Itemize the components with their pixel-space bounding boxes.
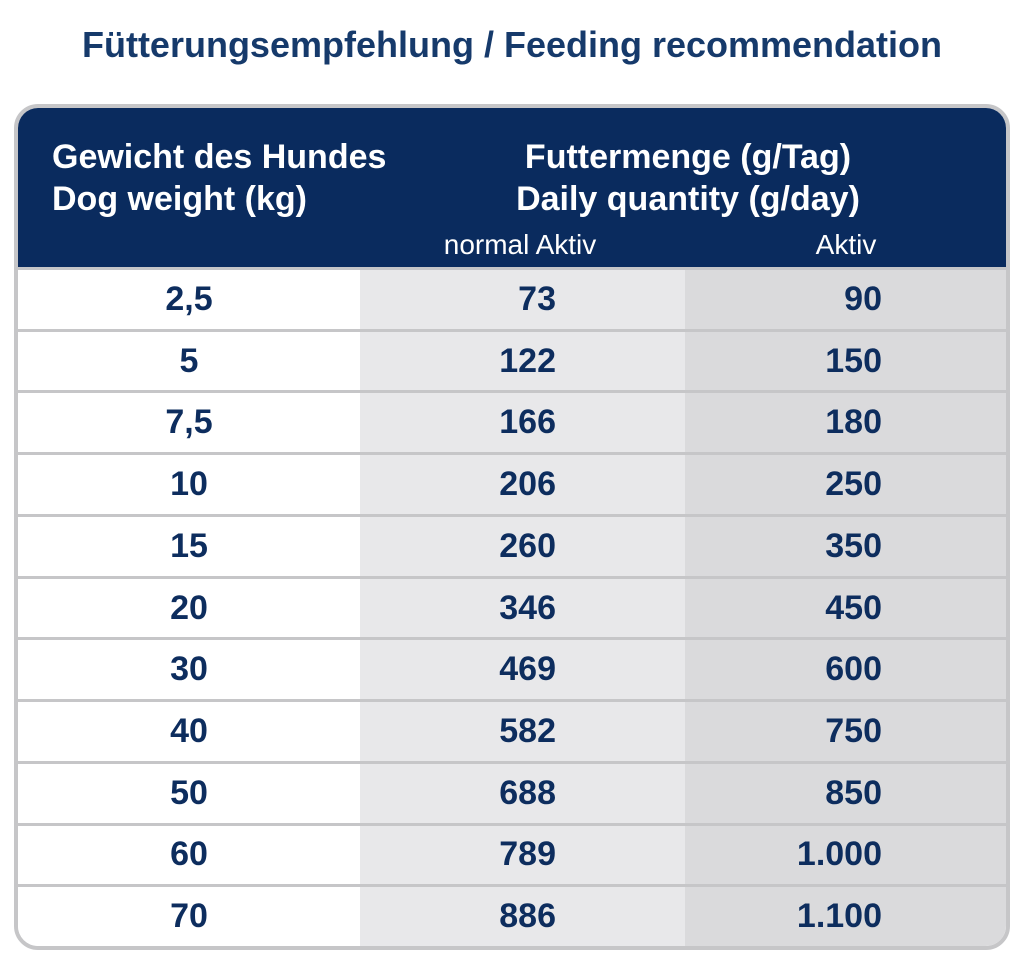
header-text: Futtermenge (g/Tag)	[524, 138, 852, 176]
table-cell: 600	[685, 640, 1006, 700]
table-row: 20 346 450	[18, 575, 1006, 638]
table-row: 60 789 1.000	[18, 822, 1006, 885]
table-cell: 5	[18, 331, 360, 391]
table-row: 50 688 850	[18, 760, 1006, 823]
table-cell: 206	[360, 455, 685, 514]
table-cell: 73	[360, 270, 685, 329]
table-row: 2,5 73 90	[18, 267, 1006, 329]
table-cell: 260	[360, 516, 685, 576]
header-text: Dog weight (kg)	[52, 180, 307, 218]
header-text: Gewicht des Hundes	[52, 138, 387, 176]
table-cell: 20	[18, 578, 360, 638]
table-cell: 70	[18, 887, 360, 946]
table-cell: 2,5	[18, 270, 360, 329]
table-cell: 10	[18, 455, 360, 514]
table-row: 7,5 166 180	[18, 390, 1006, 453]
table-cell: 346	[360, 578, 685, 638]
table-cell: 50	[18, 763, 360, 823]
table-cell: 789	[360, 825, 685, 885]
table-cell: 7,5	[18, 393, 360, 453]
table-cell: 60	[18, 825, 360, 885]
feeding-table: Gewicht des Hundes Dog weight (kg) Futte…	[14, 104, 1010, 950]
table-cell: 40	[18, 702, 360, 761]
table-cell: 180	[685, 393, 1006, 453]
table-row: 10 206 250	[18, 452, 1006, 514]
table-cell: 688	[360, 763, 685, 823]
table-row: 70 886 1.100	[18, 884, 1006, 946]
table-cell: 450	[685, 578, 1006, 638]
table-cell: 850	[685, 763, 1006, 823]
table-cell: 350	[685, 516, 1006, 576]
table-header: Gewicht des Hundes Dog weight (kg) Futte…	[18, 108, 1006, 267]
table-cell: 1.100	[685, 887, 1006, 946]
subheader: normal Aktiv	[443, 229, 597, 260]
subheader: Aktiv	[815, 229, 877, 260]
table-row: 40 582 750	[18, 699, 1006, 761]
table-row: 15 260 350	[18, 513, 1006, 576]
table-cell: 150	[685, 331, 1006, 391]
table-cell: 886	[360, 887, 685, 946]
table-cell: 750	[685, 702, 1006, 761]
table-cell: 1.000	[685, 825, 1006, 885]
table-cell: 30	[18, 640, 360, 700]
header-text: Daily quantity (g/day)	[516, 180, 860, 218]
table-cell: 122	[360, 331, 685, 391]
table-cell: 250	[685, 455, 1006, 514]
table-cell: 582	[360, 702, 685, 761]
table-row: 30 469 600	[18, 637, 1006, 700]
table-body: 2,5 73 90 5 122 150 7,5 166 180 10 206 250 15 260 350 2…	[18, 267, 1006, 946]
table-cell: 166	[360, 393, 685, 453]
table-cell: 15	[18, 516, 360, 576]
table-cell: 90	[685, 270, 1006, 329]
title: Fütterungsempfehlung / Feeding recommend…	[81, 24, 943, 65]
table-cell: 469	[360, 640, 685, 700]
table-row: 5 122 150	[18, 328, 1006, 391]
